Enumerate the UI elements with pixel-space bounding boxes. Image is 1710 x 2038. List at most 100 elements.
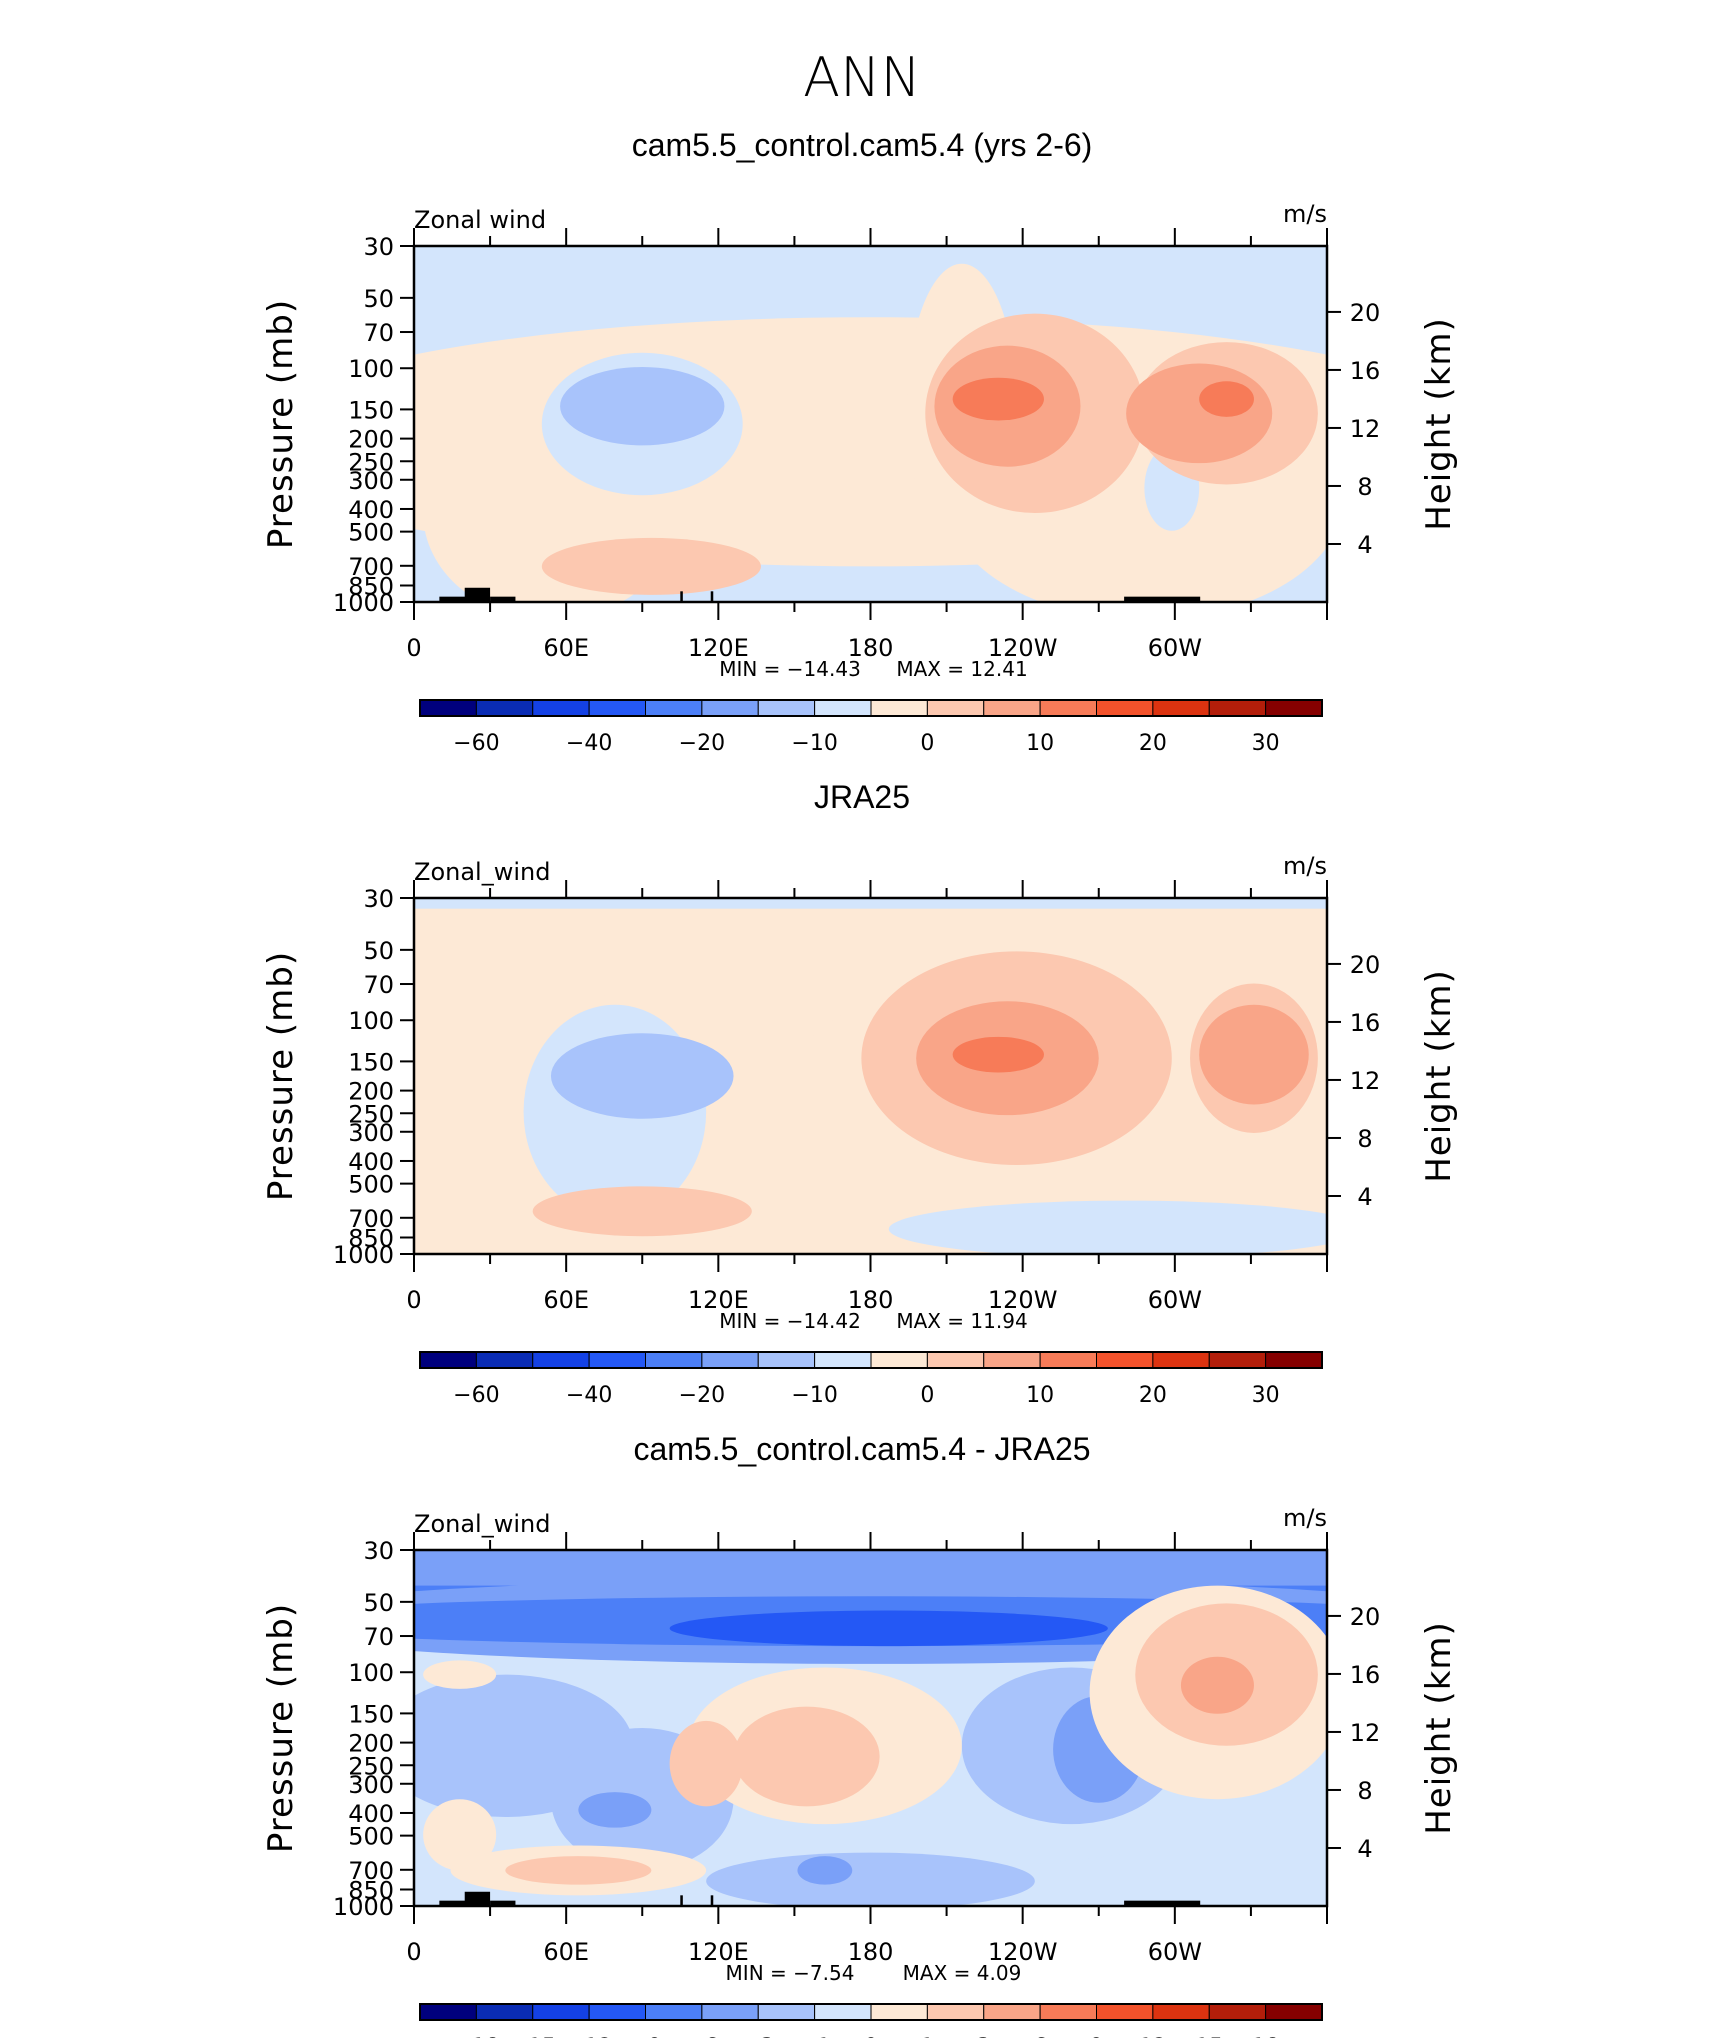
y-tick-label: 200 <box>348 1078 394 1106</box>
y-tick-label: 850 <box>348 573 394 601</box>
figure-title: ANN <box>803 46 921 109</box>
y-tick-label: 70 <box>363 319 394 347</box>
x-tick-label: 60E <box>543 1938 589 1966</box>
contour-field <box>414 898 1327 1254</box>
y2-tick-label: 16 <box>1350 1661 1381 1689</box>
y-tick-label: 30 <box>363 885 394 913</box>
y2-tick-label: 16 <box>1350 357 1381 385</box>
panel-1: cam5.5_control.cam5.4 (yrs 2-6)305070100… <box>261 127 1459 756</box>
x-tick-label: 180 <box>848 1286 894 1314</box>
y-tick-label: 1000 <box>333 589 394 617</box>
y-tick-label: 500 <box>348 1171 394 1199</box>
contour-band <box>414 246 1327 303</box>
colorbar-box <box>419 1351 477 1369</box>
colorbar-label: 18 <box>1252 2035 1280 2038</box>
contour-region <box>1199 381 1254 417</box>
colorbar-label: −10 <box>791 1383 837 1408</box>
y-tick-label: 30 <box>363 233 394 261</box>
colorbar-label: −9 <box>629 2035 661 2038</box>
colorbar-label: 30 <box>1252 731 1280 756</box>
colorbar-label: 30 <box>1252 1383 1280 1408</box>
topography <box>710 1895 714 1906</box>
colorbar-label: −10 <box>791 731 837 756</box>
contour-region <box>423 1660 497 1689</box>
colorbar-label: 3 <box>977 2035 991 2038</box>
x-tick-label: 0 <box>406 634 421 662</box>
colorbar-box <box>475 2003 534 2021</box>
y2-tick-label: 12 <box>1350 1067 1381 1095</box>
min-text: MIN = −14.42 <box>719 1309 861 1333</box>
colorbar-box <box>1208 699 1267 717</box>
max-text: MAX = 11.94 <box>896 1309 1027 1333</box>
x-tick-label: 120W <box>988 1938 1058 1966</box>
y-tick-label: 300 <box>348 1119 394 1147</box>
colorbar-box <box>1039 699 1097 717</box>
colorbar-box <box>983 1351 1041 1369</box>
y-tick-label: 250 <box>348 1752 394 1780</box>
x-tick-label: 60E <box>543 1286 589 1314</box>
contour-region <box>669 1610 1108 1647</box>
y2-tick-label: 12 <box>1350 1719 1381 1747</box>
colorbar-box <box>532 699 590 717</box>
colorbar-box <box>983 2003 1041 2021</box>
colorbar-box <box>757 699 816 717</box>
y-tick-label: 50 <box>363 937 394 965</box>
y2-tick-label: 4 <box>1357 1183 1372 1211</box>
colorbar-frame <box>419 2003 1323 2021</box>
x-tick-label: 60E <box>543 634 589 662</box>
colorbar-label: −18 <box>453 2035 499 2038</box>
contour-region <box>888 1200 1327 1254</box>
contour-region <box>706 1852 1035 1906</box>
colorbar-box <box>870 699 928 717</box>
y2-tick-label: 4 <box>1357 531 1372 559</box>
colorbar-box <box>701 1351 759 1369</box>
panel-3: cam5.5_control.cam5.4 - JRA2530507010015… <box>261 1431 1459 2038</box>
y-tick-label: 100 <box>348 1659 394 1687</box>
x-tick-label: 180 <box>848 1938 894 1966</box>
colorbar-box <box>1096 1351 1154 1369</box>
y-tick-label: 850 <box>348 1225 394 1253</box>
contour-region <box>1199 1004 1309 1105</box>
y-axis-label: Pressure (mb) <box>261 951 301 1201</box>
panel-2: JRA2530507010015020025030040050070085010… <box>261 779 1459 1408</box>
y-tick-label: 200 <box>348 426 394 454</box>
colorbar-box <box>475 1351 534 1369</box>
colorbar-label: −60 <box>453 731 499 756</box>
x-tick-label: 0 <box>406 1938 421 1966</box>
contour-region <box>532 1186 752 1237</box>
y-axis-label: Pressure (mb) <box>261 299 301 549</box>
y-tick-label: 400 <box>348 1148 394 1176</box>
colorbar-label: −3 <box>742 2035 774 2038</box>
colorbar-label: −1 <box>798 2035 830 2038</box>
x-tick-label: 120E <box>688 1938 749 1966</box>
y-tick-label: 200 <box>348 1730 394 1758</box>
topography <box>464 1891 491 1906</box>
y-tick-label: 70 <box>363 1623 394 1651</box>
x-tick-label: 0 <box>406 1286 421 1314</box>
contour-region <box>669 1720 743 1807</box>
topography <box>439 1900 478 1906</box>
colorbar-box <box>757 1351 816 1369</box>
y-tick-label: 500 <box>348 519 394 547</box>
x-tick-label: 180 <box>848 634 894 662</box>
contour-band <box>414 898 1327 909</box>
contour-region <box>952 1036 1044 1073</box>
y-tick-label: 400 <box>348 1800 394 1828</box>
topography <box>464 587 491 602</box>
y-tick-label: 100 <box>348 355 394 383</box>
y-tick-label: 70 <box>363 971 394 999</box>
colorbar-box <box>1152 699 1210 717</box>
max-text: MAX = 12.41 <box>896 657 1027 681</box>
colorbar-box <box>1096 2003 1154 2021</box>
colorbar-frame <box>419 699 1323 717</box>
max-text: MAX = 4.09 <box>903 1961 1022 1985</box>
topography <box>490 1900 516 1906</box>
y-tick-label: 150 <box>348 1700 394 1728</box>
colorbar-box <box>588 1351 646 1369</box>
units-label: m/s <box>1283 200 1327 228</box>
colorbar-box <box>419 699 477 717</box>
colorbar-label: −20 <box>679 731 725 756</box>
colorbar-label: 20 <box>1139 1383 1167 1408</box>
y2-tick-label: 20 <box>1350 951 1381 979</box>
